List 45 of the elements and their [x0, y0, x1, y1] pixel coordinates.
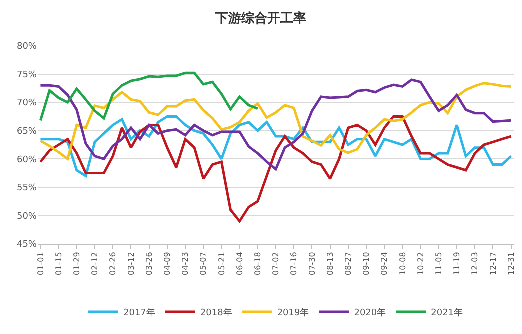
y-tick-label: 70%	[16, 98, 38, 109]
y-tick-label: 80%	[16, 42, 38, 52]
y-tick-label: 50%	[16, 212, 38, 222]
x-tick-label: 09-10	[362, 252, 372, 276]
y-tick-label: 55%	[16, 184, 38, 194]
legend-label: 2019年	[277, 307, 310, 318]
x-tick-label: 12-17	[488, 252, 498, 276]
x-tick-label: 03-12	[126, 252, 136, 276]
line-series	[39, 115, 513, 223]
x-tick-label: 02-12	[90, 252, 100, 276]
x-tick-label: 03-26	[144, 252, 154, 276]
x-tick-label: 05-07	[199, 252, 208, 276]
x-tick-label: 04-09	[163, 252, 172, 276]
x-tick-label: 10-08	[398, 252, 408, 276]
y-tick-label: 65%	[16, 127, 38, 138]
x-tick-label: 11-19	[452, 252, 462, 276]
line-series	[39, 72, 260, 122]
x-tick-label: 07-16	[290, 252, 299, 276]
legend-label: 2020年	[354, 307, 386, 318]
x-tick-label: 05-21	[217, 252, 226, 276]
x-tick-label: 12-31	[506, 252, 516, 276]
line-series	[39, 82, 513, 160]
x-tick-label: 04-23	[181, 252, 190, 276]
x-tick-label: 02-26	[108, 252, 118, 276]
y-tick-label: 75%	[16, 70, 38, 80]
legend-label: 2021年	[431, 307, 464, 318]
x-tick-label: 07-30	[308, 252, 317, 276]
legend-label: 2018年	[200, 307, 232, 318]
x-tick-label: 06-18	[254, 252, 262, 276]
x-tick-label: 09-24	[380, 252, 390, 276]
x-tick-label: 07-02	[272, 252, 281, 276]
y-tick-label: 60%	[16, 155, 38, 166]
y-tick-label: 45%	[16, 240, 38, 250]
x-tick-label: 01-01	[36, 252, 46, 276]
x-tick-label: 08-13	[326, 252, 335, 276]
x-tick-label: 06-04	[235, 252, 244, 276]
x-tick-label: 12-03	[470, 252, 480, 276]
x-tick-label: 01-15	[54, 252, 64, 276]
x-tick-label: 11-05	[434, 252, 444, 276]
line-series	[39, 78, 513, 171]
x-tick-label: 01-29	[72, 252, 82, 276]
legend-label: 2017年	[124, 307, 156, 318]
chart-title: 下游综合开工率	[214, 10, 306, 26]
x-tick-label: 08-27	[344, 252, 353, 276]
x-tick-label: 10-22	[416, 252, 426, 276]
